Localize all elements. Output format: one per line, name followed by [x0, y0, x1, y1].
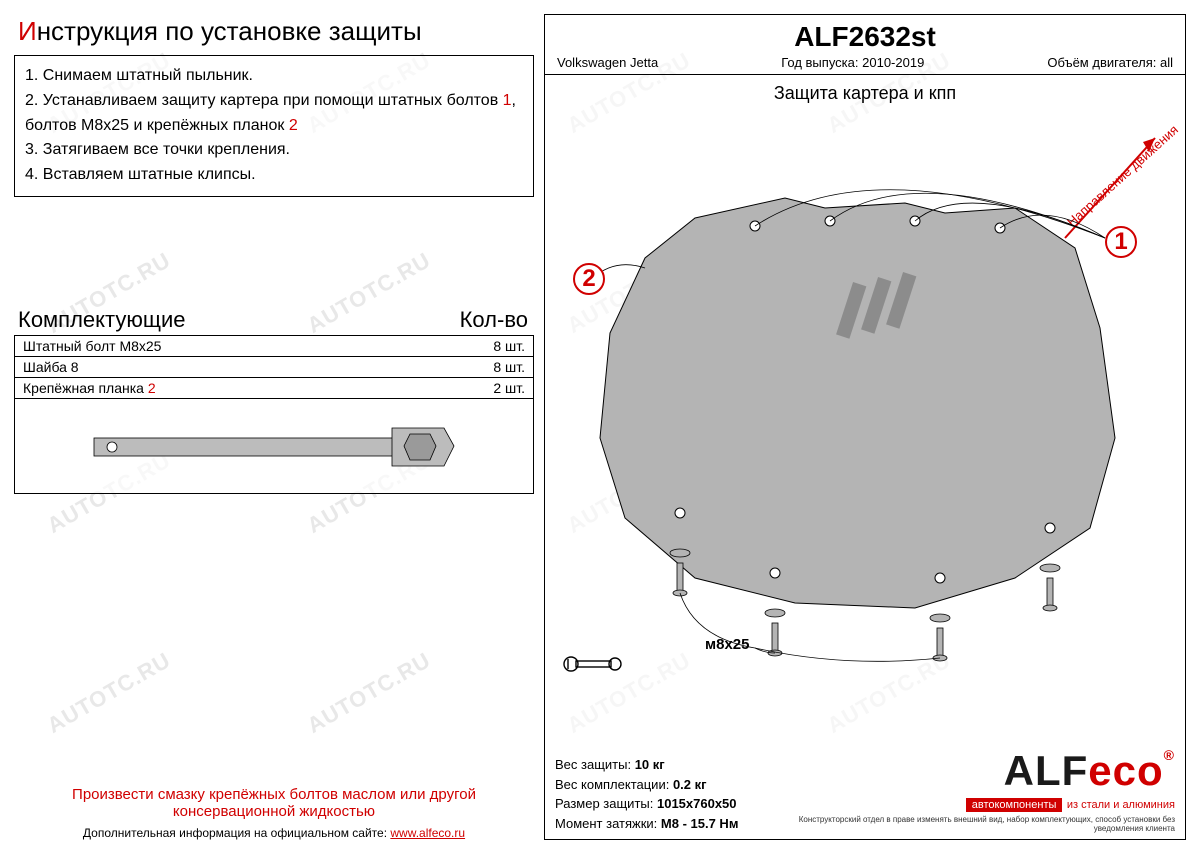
part-number: ALF2632st — [557, 21, 1173, 53]
spec-value: М8 - 15.7 Нм — [661, 816, 739, 831]
spec-value: 10 кг — [635, 757, 665, 772]
right-header: ALF2632st Volkswagen Jetta Год выпуска: … — [545, 15, 1185, 75]
spec-label: Размер защиты: — [555, 796, 653, 811]
right-column: ALF2632st Volkswagen Jetta Год выпуска: … — [544, 14, 1186, 840]
spec-row: Вес комплектации: 0.2 кг — [555, 775, 738, 795]
fine-print: Конструкторский отдел в праве изменять в… — [775, 815, 1175, 833]
components-table: Штатный болт М8х25 8 шт. Шайба 8 8 шт. К… — [14, 336, 534, 399]
website-link[interactable]: www.alfeco.ru — [390, 826, 465, 840]
instructions-box: 1. Снимаем штатный пыльник. 2. Устанавли… — [14, 55, 534, 197]
spec-row: Вес защиты: 10 кг — [555, 755, 738, 775]
specs-block: Вес защиты: 10 кг Вес комплектации: 0.2 … — [555, 755, 738, 833]
title-first-letter: И — [18, 16, 37, 46]
year-label: Год выпуска: — [781, 55, 858, 70]
instruction-line: 1. Снимаем штатный пыльник. — [25, 64, 523, 89]
vehicle-name: Volkswagen Jetta — [557, 55, 658, 70]
comp-name-text: Крепёжная планка — [23, 380, 148, 396]
spec-label: Вес комплектации: — [555, 777, 669, 792]
logo-subtitle: автокомпоненты из стали и алюминия — [966, 795, 1175, 813]
spec-label: Момент затяжки: — [555, 816, 657, 831]
skid-plate-diagram — [545, 108, 1185, 678]
title-rest: нструкция по установке защиты — [37, 16, 422, 46]
diagram-area: Направление движения — [545, 108, 1185, 678]
instruction-line: 3. Затягиваем все точки крепления. — [25, 138, 523, 163]
logo-tag: из стали и алюминия — [1067, 799, 1175, 811]
table-row: Крепёжная планка 2 2 шт. — [15, 378, 533, 398]
instr-ref-2: 2 — [289, 117, 298, 134]
website-note: Дополнительная информация на официальном… — [14, 826, 534, 840]
qty-title: Кол-во — [460, 307, 528, 333]
table-row: Штатный болт М8х25 8 шт. — [15, 336, 533, 357]
main-title: Инструкция по установке защиты — [14, 14, 534, 55]
spec-value: 1015х760х50 — [657, 796, 737, 811]
callout-1: 1 — [1105, 226, 1137, 258]
spec-label: Вес защиты: — [555, 757, 631, 772]
meta-row: Volkswagen Jetta Год выпуска: 2010-2019 … — [557, 55, 1173, 70]
logo-text: ALFeco® — [966, 747, 1175, 795]
engine-value: all — [1160, 55, 1173, 70]
comp-name-num: 2 — [148, 380, 156, 396]
logo-alf: ALF — [1004, 747, 1089, 794]
bracket-illustration — [14, 399, 534, 494]
link-pre: Дополнительная информация на официальном… — [83, 826, 390, 840]
spec-value: 0.2 кг — [673, 777, 707, 792]
logo-reg: ® — [1164, 747, 1175, 763]
callout-2: 2 — [573, 263, 605, 295]
engine-label: Объём двигателя: — [1047, 55, 1156, 70]
subtitle: Защита картера и кпп — [545, 75, 1185, 108]
year-value: 2010-2019 — [862, 55, 924, 70]
instruction-line: 2. Устанавливаем защиту картера при помо… — [25, 89, 523, 139]
components-title: Комплектующие — [18, 307, 185, 333]
spec-row: Момент затяжки: М8 - 15.7 Нм — [555, 814, 738, 834]
left-column: Инструкция по установке защиты 1. Снимае… — [14, 14, 534, 840]
table-row: Шайба 8 8 шт. — [15, 357, 533, 378]
comp-qty: 8 шт. — [493, 359, 525, 375]
bolt-label: м8х25 — [705, 636, 749, 653]
instruction-line: 4. Вставляем штатные клипсы. — [25, 163, 523, 188]
year-info: Год выпуска: 2010-2019 — [781, 55, 924, 70]
comp-qty: 8 шт. — [493, 338, 525, 354]
logo-sub: автокомпоненты — [966, 798, 1063, 812]
components-header: Комплектующие Кол-во — [14, 307, 534, 336]
comp-name: Шайба 8 — [23, 359, 79, 375]
engine-info: Объём двигателя: all — [1047, 55, 1173, 70]
comp-name: Штатный болт М8х25 — [23, 338, 161, 354]
comp-qty: 2 шт. — [493, 380, 525, 396]
logo: ALFeco® автокомпоненты из стали и алюмин… — [966, 747, 1175, 813]
lubrication-note: Произвести смазку крепёжных болтов масло… — [14, 786, 534, 820]
logo-eco: eco — [1088, 747, 1163, 794]
comp-name: Крепёжная планка 2 — [23, 380, 156, 396]
spec-row: Размер защиты: 1015х760х50 — [555, 794, 738, 814]
instr-text: 2. Устанавливаем защиту картера при помо… — [25, 92, 503, 109]
instr-ref-1: 1 — [503, 92, 512, 109]
